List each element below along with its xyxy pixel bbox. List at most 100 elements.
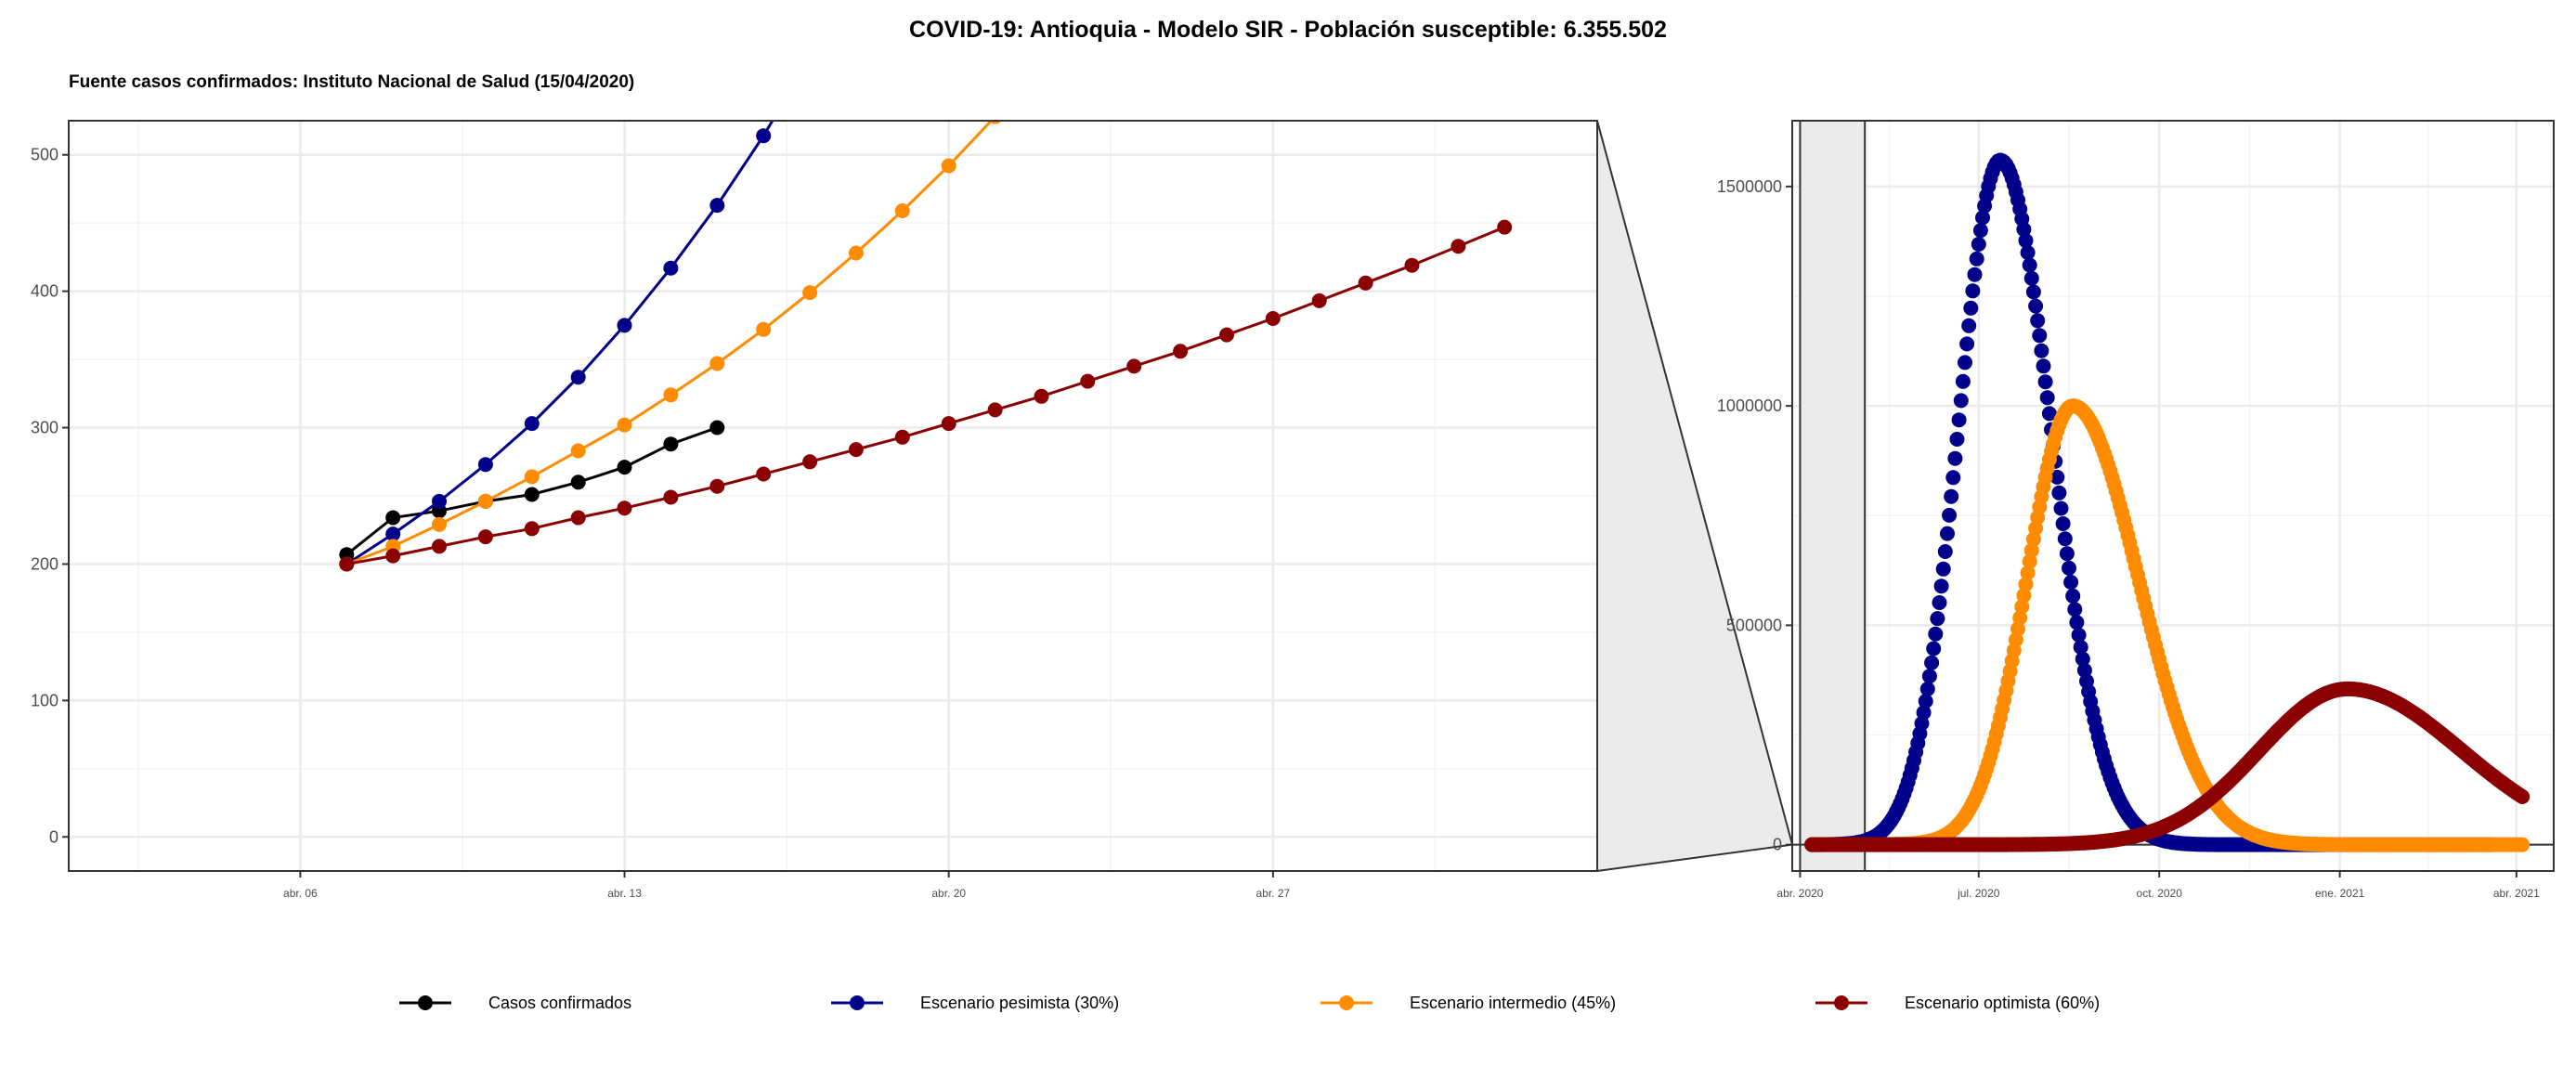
y-tick-label: 300: [31, 419, 59, 437]
data-point-pessimistic: [1918, 694, 1933, 709]
data-point-pessimistic: [2036, 358, 2051, 374]
x-tick-label: jul. 2020: [1957, 887, 2000, 900]
data-point-pessimistic: [1955, 373, 1971, 389]
data-point-pessimistic: [2055, 516, 2071, 531]
data-point-intermediate: [2018, 577, 2034, 592]
y-tick-label: 100: [31, 691, 59, 709]
full-axes: 0 500000 1000000 1500000 abr. 2020 jul. 2020 o…: [1717, 177, 2540, 900]
data-point-intermediate: [709, 356, 725, 371]
data-point-optimistic: [663, 489, 679, 505]
data-point-pessimistic: [1942, 507, 1958, 523]
full-panel: 0 500000 1000000 1500000 abr. 2020 jul. 2020 o…: [1717, 120, 2555, 900]
legend-item-pessimistic: Escenario pesimista (30%): [831, 994, 1119, 1012]
y-tick-label: 200: [31, 554, 59, 573]
y-tick-label: 1000000: [1717, 396, 1782, 415]
data-point-optimistic: [432, 539, 447, 554]
data-point-pessimistic: [2062, 560, 2076, 576]
data-point-pessimistic: [1975, 210, 1990, 226]
data-point-intermediate: [2025, 531, 2041, 547]
data-point-optimistic: [1497, 219, 1513, 235]
data-point-pessimistic: [2023, 270, 2039, 286]
data-point-pessimistic: [1947, 450, 1963, 466]
data-point-optimistic: [1034, 388, 1049, 404]
series-line-optimistic: [346, 226, 1505, 566]
zoom-gridlines: [69, 121, 1597, 871]
series-optimistic: [1804, 681, 2530, 852]
data-point-pessimistic: [709, 198, 725, 214]
full-panel-border: [1791, 120, 2555, 872]
zoom-panel: 0 100 200 300 400 500 abr. 06 abr. 13 abr. 20 abr…: [31, 120, 1598, 900]
data-point-pessimistic: [1935, 561, 1951, 577]
data-point-pessimistic: [2071, 627, 2087, 643]
data-point-pessimistic: [1971, 237, 1986, 252]
data-point-pessimistic: [1965, 283, 1981, 299]
data-point-optimistic: [1126, 358, 1142, 374]
legend-item-optimistic: Escenario optimista (60%): [1815, 994, 2100, 1012]
data-point-optimistic: [1404, 257, 1420, 273]
full-series: [1804, 152, 2530, 852]
data-point-pessimistic: [1933, 578, 1949, 594]
data-point-confirmed: [570, 474, 586, 490]
data-point-optimistic: [1265, 311, 1281, 326]
data-point-optimistic: [1451, 239, 1466, 254]
data-point-pessimistic: [2057, 531, 2073, 547]
y-tick-label: 400: [31, 282, 59, 301]
data-point-intermediate: [2010, 621, 2025, 637]
data-point-optimistic: [1358, 275, 1373, 291]
data-point-optimistic: [1173, 344, 1189, 359]
data-point-intermediate: [617, 417, 632, 433]
data-point-pessimistic: [2018, 233, 2034, 249]
data-point-pessimistic: [2065, 588, 2081, 604]
data-point-pessimistic: [2075, 651, 2090, 667]
data-point-intermediate: [2515, 837, 2530, 852]
legend-item-confirmed: Casos confirmados: [399, 994, 631, 1012]
data-point-intermediate: [2023, 542, 2039, 558]
data-point-intermediate: [432, 516, 447, 532]
y-tick-label: 500: [31, 146, 59, 164]
data-point-pessimistic: [1949, 432, 1965, 447]
series-intermediate: [339, 121, 1002, 572]
legend-marker-pessimistic: [850, 995, 865, 1010]
data-point-intermediate: [988, 121, 1002, 124]
legend-label-pessimistic: Escenario pesimista (30%): [920, 994, 1119, 1012]
y-tick-label: 0: [1773, 836, 1782, 854]
legend-item-intermediate: Escenario intermedio (45%): [1321, 994, 1616, 1012]
zoom-axes: 0 100 200 300 400 500 abr. 06 abr. 13 abr. 20 abr…: [31, 146, 1291, 900]
data-point-pessimistic: [756, 128, 772, 144]
data-point-pessimistic: [1959, 336, 1975, 352]
data-point-optimistic: [339, 556, 355, 572]
zoom-series: [339, 121, 1513, 572]
data-point-pessimistic: [2020, 245, 2036, 260]
data-point-pessimistic: [1940, 526, 1955, 541]
data-point-optimistic: [848, 442, 864, 458]
data-point-intermediate: [570, 443, 586, 459]
data-point-intermediate: [477, 493, 493, 509]
x-tick-label: abr. 2021: [2493, 887, 2540, 900]
data-point-optimistic: [617, 500, 632, 516]
data-point-pessimistic: [1932, 595, 1947, 610]
data-point-intermediate: [2014, 599, 2030, 615]
data-point-optimistic: [1080, 373, 1096, 389]
data-point-pessimistic: [2028, 298, 2044, 314]
data-point-optimistic: [802, 454, 818, 470]
data-point-pessimistic: [1958, 355, 1972, 370]
data-point-intermediate: [756, 321, 772, 337]
data-point-pessimistic: [524, 416, 540, 432]
data-point-optimistic: [570, 510, 586, 526]
data-point-confirmed: [709, 420, 725, 436]
data-point-optimistic: [756, 466, 772, 482]
data-point-intermediate: [2022, 553, 2037, 569]
data-point-pessimistic: [2059, 546, 2075, 562]
data-point-optimistic: [941, 416, 956, 432]
data-point-pessimistic: [570, 370, 586, 385]
data-point-pessimistic: [385, 526, 401, 542]
data-point-pessimistic: [663, 260, 679, 276]
data-point-confirmed: [524, 487, 540, 502]
data-point-pessimistic: [2063, 575, 2079, 590]
legend-label-intermediate: Escenario intermedio (45%): [1410, 994, 1616, 1012]
data-point-pessimistic: [2051, 485, 2067, 500]
data-point-pessimistic: [1944, 488, 1959, 504]
data-point-intermediate: [524, 469, 540, 485]
data-point-pessimistic: [1926, 641, 1942, 656]
